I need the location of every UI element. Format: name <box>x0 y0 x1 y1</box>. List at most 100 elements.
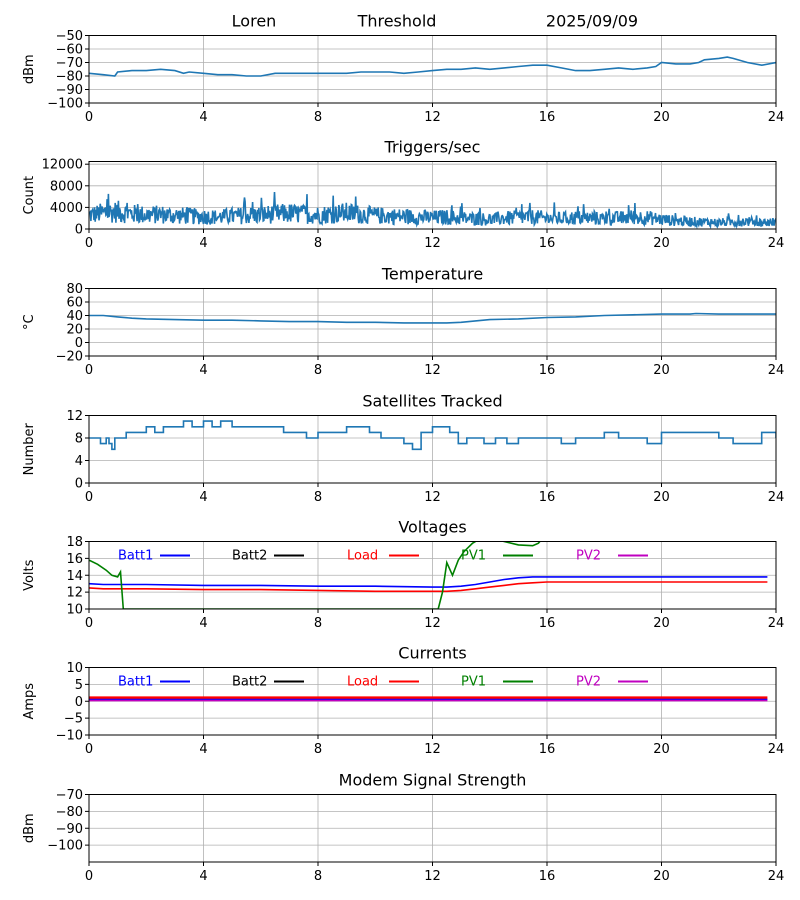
x-tick-label: 0 <box>85 742 93 757</box>
legend-label-pv2: PV2 <box>576 549 601 564</box>
x-tick-label: 16 <box>539 490 556 505</box>
header-label: Threshold <box>357 12 437 31</box>
series-line <box>89 312 776 324</box>
y-axis-label: °C <box>22 314 37 330</box>
chart-title: Temperature <box>381 265 483 284</box>
x-tick-label: 8 <box>314 616 322 631</box>
series-group <box>89 696 768 702</box>
y-tick-label: 0 <box>75 223 83 238</box>
y-tick-label: 12 <box>66 586 83 601</box>
x-tick-label: 0 <box>85 236 93 251</box>
y-tick-label: 4 <box>75 454 83 469</box>
y-tick-label: 5 <box>75 678 83 693</box>
x-tick-label: 0 <box>85 869 93 884</box>
series-group <box>89 312 776 324</box>
chart-title: Triggers/sec <box>384 138 481 157</box>
y-tick-label: 40 <box>66 309 83 324</box>
x-tick-label: 12 <box>424 616 441 631</box>
y-tick-label: −100 <box>47 839 83 854</box>
legend-label-load: Load <box>347 549 378 564</box>
y-tick-label: −90 <box>56 822 83 837</box>
x-tick-label: 0 <box>85 490 93 505</box>
x-tick-label: 8 <box>314 236 322 251</box>
series-line-pv1 <box>89 541 541 609</box>
chart-panel-4: 0 4 8 12 16 20 24 0 4 8 12 Number Satellites Tracked <box>22 392 784 506</box>
chart-title: Modem Signal Strength <box>339 771 527 790</box>
legend-label-batt2: Batt2 <box>232 549 267 564</box>
chart-panel-2: 0 4 8 12 16 20 24 0 4000 8000 12000 Count Triggers/s… <box>22 138 784 252</box>
y-tick-label: −10 <box>56 729 83 744</box>
series-group <box>89 191 776 229</box>
x-tick-label: 8 <box>314 363 322 378</box>
y-tick-label: 8000 <box>50 179 83 194</box>
legend-label-pv2: PV2 <box>576 675 601 690</box>
y-tick-label: −80 <box>56 70 83 85</box>
x-tick-label: 24 <box>768 236 785 251</box>
series-group <box>89 420 776 451</box>
x-tick-label: 24 <box>768 742 785 757</box>
series-line <box>89 420 776 451</box>
x-tick-label: 4 <box>199 742 207 757</box>
x-tick-label: 8 <box>314 490 322 505</box>
y-tick-label: 60 <box>66 296 83 311</box>
y-tick-label: 10 <box>66 661 83 676</box>
x-tick-label: 16 <box>539 110 556 125</box>
y-tick-label: 12000 <box>42 158 83 173</box>
x-tick-label: 12 <box>424 110 441 125</box>
x-tick-label: 4 <box>199 363 207 378</box>
x-tick-label: 16 <box>539 869 556 884</box>
x-tick-label: 20 <box>653 236 670 251</box>
y-tick-label: 10 <box>66 603 83 618</box>
x-tick-label: 4 <box>199 236 207 251</box>
series-group <box>89 56 776 77</box>
x-tick-label: 8 <box>314 869 322 884</box>
x-tick-label: 12 <box>424 363 441 378</box>
y-tick-label: 0 <box>75 336 83 351</box>
y-axis-label: dBm <box>22 813 37 843</box>
x-tick-label: 8 <box>314 110 322 125</box>
y-tick-label: −60 <box>56 43 83 58</box>
header-site: Loren <box>232 12 277 31</box>
x-tick-label: 24 <box>768 869 785 884</box>
y-tick-label: −100 <box>47 97 83 112</box>
x-tick-label: 12 <box>424 869 441 884</box>
y-tick-label: −70 <box>56 56 83 71</box>
legend-label-batt2: Batt2 <box>232 675 267 690</box>
y-tick-label: 4000 <box>50 201 83 216</box>
y-tick-label: 80 <box>66 282 83 297</box>
chart-panel-1: 0 4 8 12 16 20 24 −50−60−70−80−90−100 dBm Loren Th… <box>22 12 784 126</box>
x-tick-label: 24 <box>768 110 785 125</box>
y-tick-label: 0 <box>75 695 83 710</box>
x-tick-label: 20 <box>653 110 670 125</box>
x-tick-label: 4 <box>199 110 207 125</box>
x-tick-label: 16 <box>539 363 556 378</box>
x-tick-label: 16 <box>539 616 556 631</box>
x-tick-label: 12 <box>424 236 441 251</box>
x-tick-label: 4 <box>199 490 207 505</box>
x-tick-label: 20 <box>653 616 670 631</box>
x-tick-label: 16 <box>539 236 556 251</box>
series-line-batt1 <box>89 576 768 588</box>
x-tick-label: 12 <box>424 490 441 505</box>
y-axis-label: Count <box>22 176 37 215</box>
legend-label-pv1: PV1 <box>461 675 486 690</box>
legend-label-pv1: PV1 <box>461 549 486 564</box>
header-date: 2025/09/09 <box>546 12 638 31</box>
y-tick-label: 14 <box>66 569 83 584</box>
x-tick-label: 20 <box>653 490 670 505</box>
y-axis-label: Amps <box>22 683 37 720</box>
chart-panel-5: 0 4 8 12 16 20 24 10 12 14 16 18 Volts Voltages Batt1 B… <box>22 518 784 632</box>
y-tick-label: 12 <box>66 409 83 424</box>
y-tick-label: 16 <box>66 552 83 567</box>
series-line-load <box>89 581 768 593</box>
x-tick-label: 20 <box>653 869 670 884</box>
x-tick-label: 24 <box>768 490 785 505</box>
y-axis-label: Number <box>22 422 37 475</box>
y-tick-label: −70 <box>56 788 83 803</box>
x-tick-label: 12 <box>424 742 441 757</box>
y-tick-label: −90 <box>56 83 83 98</box>
series-line <box>89 191 776 229</box>
y-tick-label: 20 <box>66 323 83 338</box>
